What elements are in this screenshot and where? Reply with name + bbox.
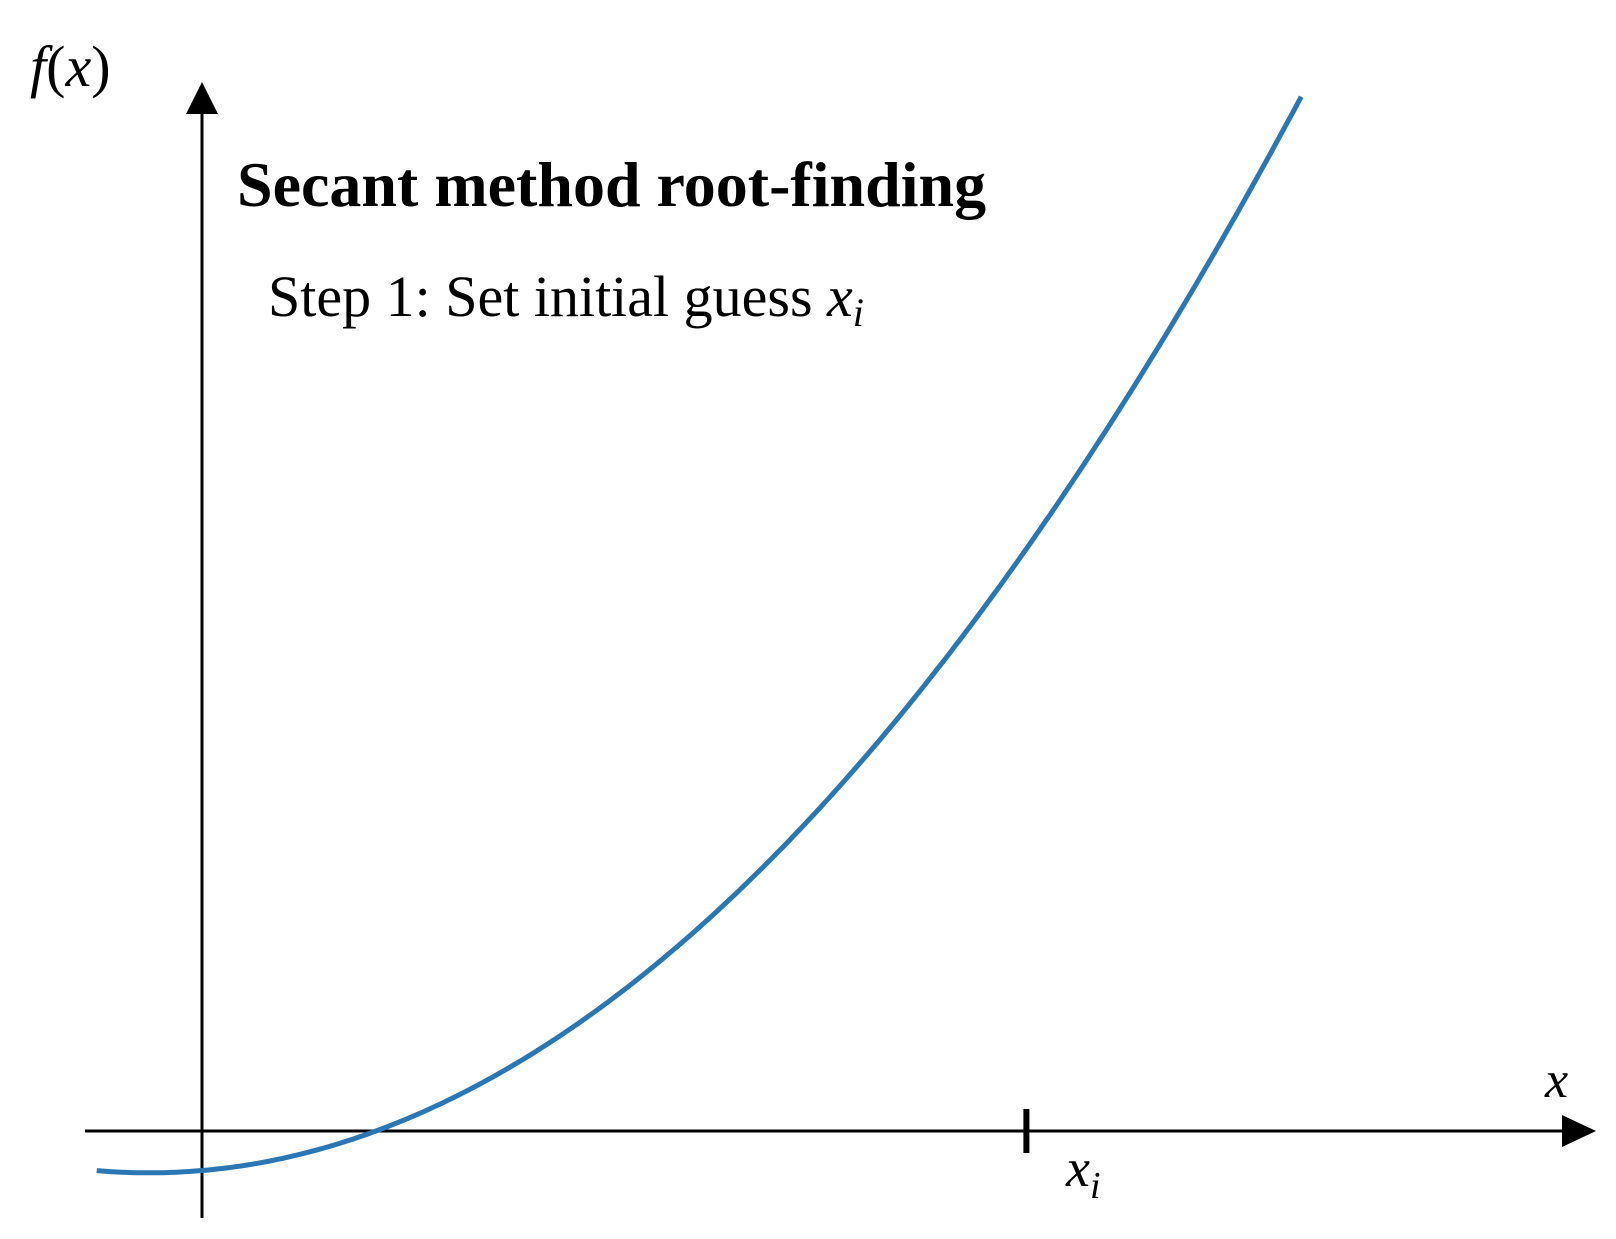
y-axis-arrow: [186, 82, 218, 114]
diagram-title: Secant method root-finding: [237, 149, 986, 220]
y-axis-label: f(x): [30, 34, 111, 99]
function-curve: [96, 95, 1304, 1176]
x-axis-arrow: [1562, 1115, 1596, 1147]
step-text: Step 1: Set initial guess xi: [268, 264, 864, 335]
x-axis-label: x: [1544, 1052, 1568, 1109]
x-i-label: xi: [1065, 1138, 1101, 1207]
